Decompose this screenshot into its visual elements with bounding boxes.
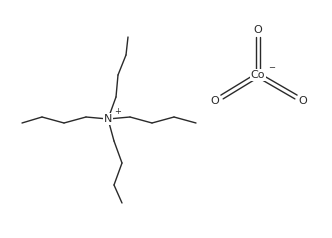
Text: O: O [298, 96, 307, 106]
Text: −: − [269, 64, 276, 73]
Text: +: + [115, 108, 122, 116]
Text: Co: Co [251, 70, 265, 80]
Text: O: O [254, 25, 262, 35]
Text: O: O [210, 96, 219, 106]
Text: N: N [104, 114, 112, 124]
